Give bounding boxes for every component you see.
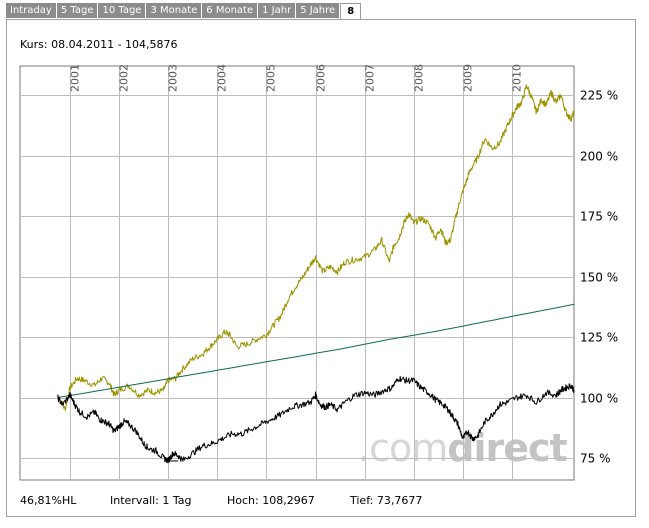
tab-6-monate[interactable]: 6 Monate — [202, 3, 258, 18]
x-tick-label: 2010 — [511, 64, 524, 92]
y-tick-label: 200 % — [580, 150, 618, 164]
footer-hoch: Hoch: 108,2967 — [227, 494, 315, 507]
chart-series — [57, 84, 575, 464]
chart-panel — [6, 19, 636, 517]
x-tick-label: 2002 — [118, 64, 131, 92]
tab-3-monate[interactable]: 3 Monate — [146, 3, 202, 18]
x-tick-label: 2005 — [265, 64, 278, 92]
tab-10-tage[interactable]: 10 Tage — [98, 3, 146, 18]
x-tick-label: 2008 — [413, 64, 426, 92]
tab-1-jahr[interactable]: 1 Jahr — [258, 3, 296, 18]
tab-5-jahre[interactable]: 5 Jahre — [296, 3, 340, 18]
chart-tick-labels: 75 % 100 % 125 % 150 % 175 % 200 % 225 % 2001 20… — [69, 64, 619, 466]
y-tick-label: 225 % — [580, 89, 618, 103]
series-line-black — [57, 375, 575, 464]
footer-intervall: Intervall: 1 Tag — [110, 494, 192, 507]
y-tick-label: 175 % — [580, 210, 618, 224]
footer-hl: 46,81%HL — [20, 494, 77, 507]
y-tick-label: 100 % — [580, 392, 618, 406]
chart-grid — [19, 65, 575, 481]
y-tick-label: 125 % — [580, 331, 618, 345]
y-tick-label: 150 % — [580, 271, 618, 285]
series-line-green — [57, 303, 575, 398]
series-line-olive — [57, 84, 575, 411]
x-tick-label: 2003 — [167, 64, 180, 92]
y-tick-label: 75 % — [580, 452, 611, 466]
tab-bar: Intraday 5 Tage 10 Tage 3 Monate 6 Monat… — [6, 3, 362, 20]
x-tick-label: 2006 — [315, 64, 328, 92]
footer-tief: Tief: 73,7677 — [350, 494, 423, 507]
kurs-label: Kurs: 08.04.2011 - 104,5876 — [20, 38, 178, 51]
x-tick-label: 2007 — [364, 64, 377, 92]
x-tick-label: 2009 — [462, 64, 475, 92]
tab-5-tage[interactable]: 5 Tage — [56, 3, 98, 18]
x-tick-label: 2001 — [69, 64, 82, 92]
tab-intraday[interactable]: Intraday — [6, 3, 56, 18]
plot-frame — [19, 65, 575, 481]
tab-max[interactable]: 8 — [340, 3, 362, 20]
watermark-light: .com — [358, 426, 448, 470]
x-tick-label: 2004 — [216, 64, 229, 92]
